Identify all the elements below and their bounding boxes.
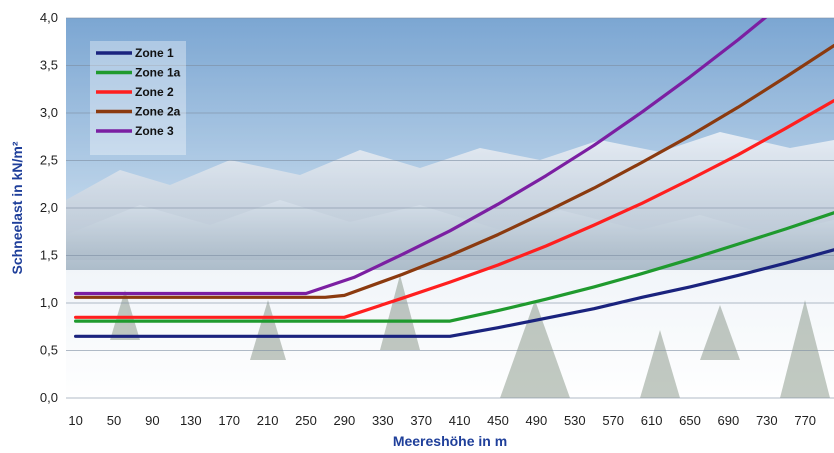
x-tick-label: 570 (602, 413, 624, 428)
legend-label: Zone 3 (135, 124, 174, 138)
series-line-zone-2a (73, 43, 834, 299)
legend-label: Zone 1 (135, 46, 174, 60)
x-tick-label: 690 (718, 413, 740, 428)
y-tick-label: 3,0 (40, 105, 58, 120)
x-tick-label: 770 (794, 413, 816, 428)
x-tick-label: 50 (107, 413, 121, 428)
x-tick-label: 130 (180, 413, 202, 428)
x-tick-label: 410 (449, 413, 471, 428)
x-tick-label: 210 (257, 413, 279, 428)
x-tick-label: 250 (295, 413, 317, 428)
series-line-zone-2 (73, 99, 834, 319)
x-tick-label: 170 (218, 413, 240, 428)
x-tick-label: 370 (410, 413, 432, 428)
series-line-zone-3 (73, 18, 768, 296)
series-line-zone-1 (73, 248, 834, 338)
series-lines (73, 18, 834, 338)
x-tick-label: 650 (679, 413, 701, 428)
x-axis-ticks: 10 50 90 130 170 210 250 290 330 370 410 450 490 530 5… (68, 413, 816, 428)
y-tick-label: 3,5 (40, 58, 58, 73)
x-tick-label: 450 (487, 413, 509, 428)
y-tick-label: 4,0 (40, 10, 58, 25)
x-tick-label: 90 (145, 413, 159, 428)
y-tick-label: 1,5 (40, 248, 58, 263)
x-tick-label: 610 (641, 413, 663, 428)
x-tick-label: 530 (564, 413, 586, 428)
legend-label: Zone 2a (135, 105, 181, 119)
x-tick-label: 290 (334, 413, 356, 428)
legend-label: Zone 1a (135, 66, 181, 80)
x-tick-label: 10 (68, 413, 82, 428)
y-tick-label: 2,5 (40, 153, 58, 168)
legend: Zone 1 Zone 1a Zone 2 Zone 2a Zone 3 (90, 41, 186, 155)
x-tick-label: 730 (756, 413, 778, 428)
x-axis-title: Meereshöhe in m (393, 433, 507, 449)
y-tick-label: 0,0 (40, 390, 58, 405)
y-axis-ticks: 0,0 0,5 1,0 1,5 2,0 2,5 3,0 3,5 4,0 (40, 10, 58, 405)
y-tick-label: 2,0 (40, 200, 58, 215)
series-line-zone-1a (73, 211, 834, 323)
x-tick-label: 330 (372, 413, 394, 428)
x-tick-label: 490 (526, 413, 548, 428)
y-tick-label: 0,5 (40, 343, 58, 358)
y-axis-title: Schneelast in kN/m² (9, 141, 25, 274)
legend-label: Zone 2 (135, 85, 174, 99)
y-tick-label: 1,0 (40, 295, 58, 310)
